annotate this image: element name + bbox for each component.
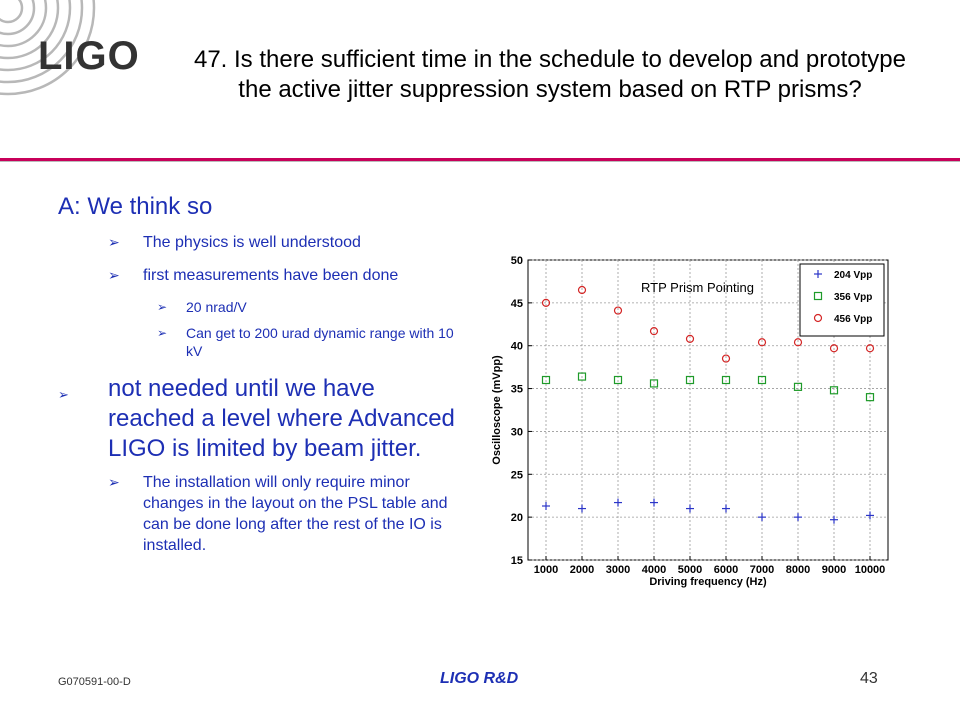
footer-title: LIGO R&D [440, 670, 519, 687]
arrow-bullet-icon: ➢ [58, 387, 69, 402]
y-tick-label: 50 [511, 255, 523, 267]
bullet-text: The installation will only require minor… [143, 474, 448, 554]
x-tick-label: 6000 [714, 564, 738, 576]
y-tick-label: 40 [511, 341, 523, 353]
page-number: 43 [860, 670, 878, 687]
arrow-bullet-icon: ➢ [108, 234, 120, 250]
bullet-text: 20 nrad/V [186, 299, 247, 315]
point-square-9000 [829, 386, 839, 395]
y-tick-label: 45 [511, 298, 523, 310]
point-circle-10000 [865, 344, 875, 353]
rtp-pointing-chart: 15 20 25 30 35 40 45 50 1000 2000 3000 4000 5000 6000… [488, 250, 898, 590]
x-tick-label: 3000 [606, 564, 630, 576]
sub-bullet-sensitivity: ➢ 20 nrad/V [58, 298, 458, 316]
point-plus-4000 [650, 498, 658, 507]
x-tick-label: 8000 [786, 564, 810, 576]
sub-bullet-range: ➢ Can get to 200 urad dynamic range with… [58, 324, 458, 360]
y-tick-label: 35 [511, 384, 523, 396]
point-square-1000 [541, 375, 551, 385]
header-divider-shadow [0, 161, 960, 162]
point-plus-2000 [578, 504, 586, 513]
x-axis-label: Driving frequency (Hz) [649, 576, 767, 588]
point-square-2000 [577, 372, 587, 381]
point-plus-5000 [686, 504, 694, 513]
chart-svg: 15 20 25 30 35 40 45 50 1000 2000 3000 4000 5000 6000… [491, 255, 889, 588]
point-square-8000 [793, 382, 803, 391]
legend-marker [813, 313, 823, 323]
arrow-bullet-icon: ➢ [157, 300, 168, 314]
bullet-physics: ➢ The physics is well understood [58, 232, 458, 253]
point-plus-7000 [758, 513, 766, 522]
y-tick-label: 20 [511, 512, 523, 524]
bullet-not-needed: ➢ not needed until we have reached a lev… [58, 374, 458, 464]
x-tick-label: 5000 [678, 564, 702, 576]
point-circle-3000 [613, 306, 623, 315]
logo-arcs-icon [0, 0, 96, 96]
sub-bullet-installation: ➢ The installation will only require min… [58, 472, 458, 556]
bullet-text: Can get to 200 urad dynamic range with 1… [186, 325, 454, 359]
point-circle-1000 [541, 298, 551, 307]
logo-text: LIGO [38, 34, 140, 78]
header-divider [0, 158, 960, 161]
y-tick-label: 15 [511, 555, 523, 567]
y-tick-label: 30 [511, 426, 523, 438]
point-square-5000 [685, 375, 695, 385]
slide-body: A: We think so ➢ The physics is well und… [58, 192, 458, 568]
x-tick-label: 7000 [750, 564, 774, 576]
x-tick-label: 9000 [822, 564, 846, 576]
ligo-logo: LIGO [0, 0, 190, 130]
legend-marker [813, 291, 823, 301]
point-plus-1000 [542, 502, 550, 510]
point-circle-2000 [577, 285, 587, 295]
bullet-text: The physics is well understood [143, 234, 361, 251]
y-tick-label: 25 [511, 469, 523, 481]
legend-label: 356 Vpp [834, 292, 872, 303]
point-square-10000 [865, 393, 875, 402]
point-plus-10000 [866, 511, 874, 520]
arrow-bullet-icon: ➢ [108, 267, 120, 283]
point-square-6000 [721, 375, 731, 385]
point-plus-8000 [794, 513, 802, 522]
x-tick-label: 2000 [570, 564, 594, 576]
arrow-bullet-icon: ➢ [108, 474, 120, 490]
point-square-3000 [613, 375, 623, 385]
legend-marker [814, 270, 822, 278]
point-square-4000 [649, 379, 659, 388]
legend-label: 204 Vpp [834, 270, 872, 281]
bullet-text: first measurements have been done [143, 267, 399, 284]
y-axis-label: Oscilloscope (mVpp) [491, 355, 503, 465]
point-circle-9000 [829, 344, 839, 353]
answer-line: A: We think so [58, 193, 213, 220]
point-plus-3000 [614, 498, 622, 507]
point-circle-6000 [721, 354, 731, 363]
slide-title: 47. Is there sufficient time in the sche… [193, 46, 906, 103]
point-circle-5000 [685, 334, 695, 343]
point-circle-8000 [793, 338, 803, 347]
x-tick-label: 4000 [642, 564, 666, 576]
legend-label: 456 Vpp [834, 314, 872, 325]
point-square-7000 [757, 375, 767, 385]
point-circle-7000 [757, 338, 767, 347]
arrow-bullet-icon: ➢ [157, 326, 168, 340]
chart-title: RTP Prism Pointing [641, 280, 754, 295]
document-id: G070591-00-D [58, 676, 131, 688]
x-tick-label: 10000 [855, 564, 886, 576]
bullet-text: not needed until we have reached a level… [108, 375, 455, 462]
point-circle-4000 [649, 327, 659, 336]
x-tick-label: 1000 [534, 564, 558, 576]
point-plus-6000 [722, 504, 730, 513]
bullet-measurements: ➢ first measurements have been done [58, 265, 458, 286]
point-plus-9000 [830, 515, 838, 524]
